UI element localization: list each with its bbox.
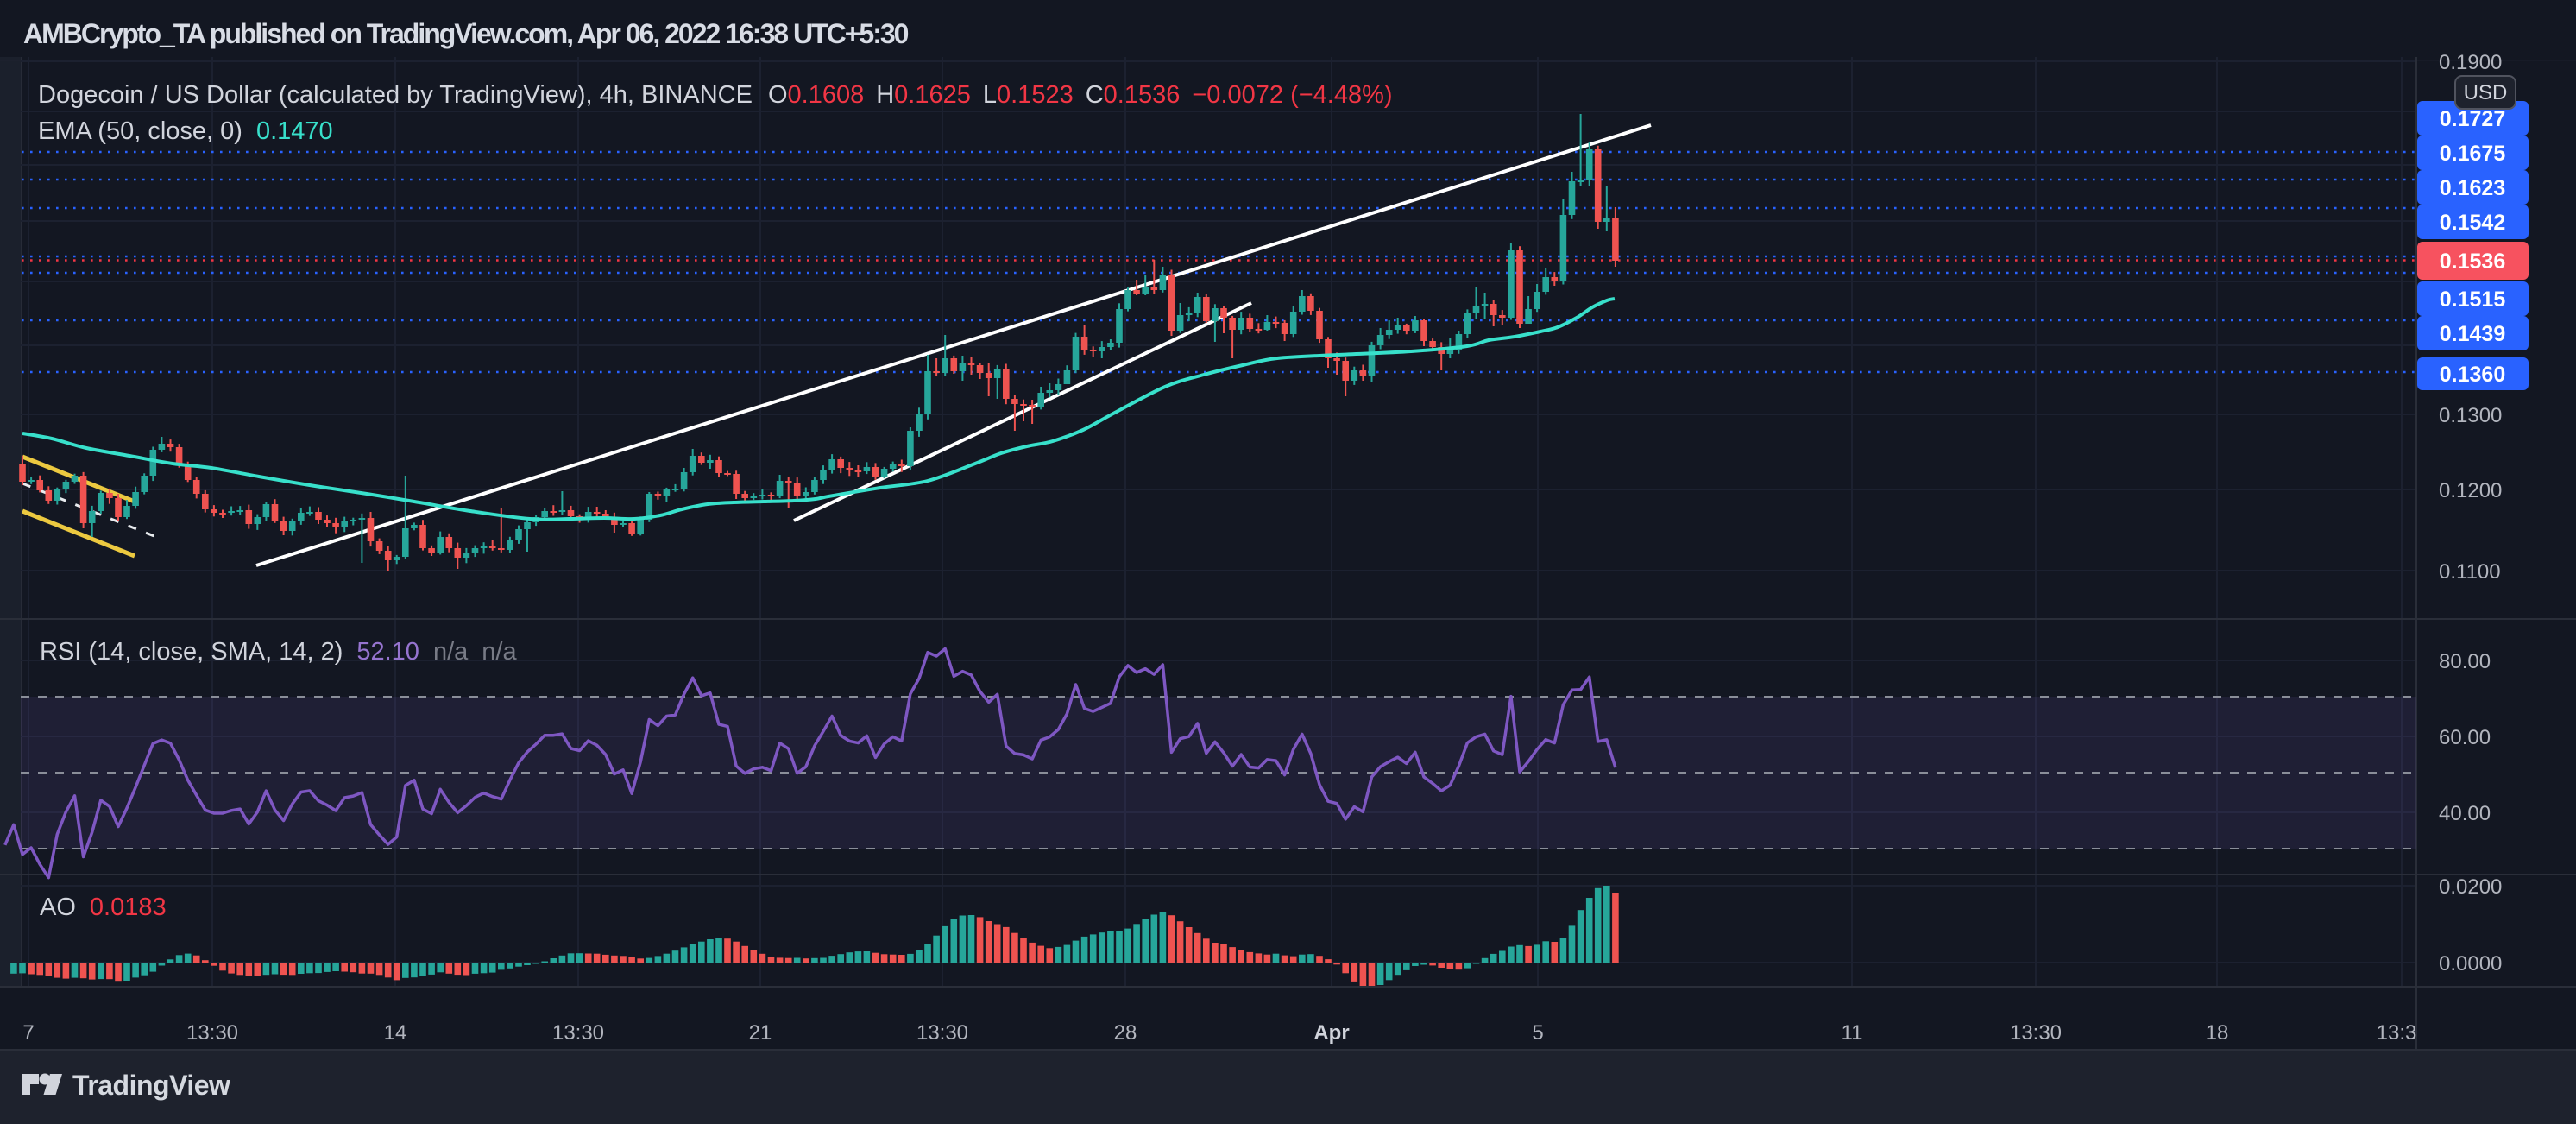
svg-text:Apr: Apr [1313, 1021, 1349, 1045]
svg-text:0.1439: 0.1439 [2440, 322, 2505, 346]
svg-text:60.00: 60.00 [2439, 726, 2491, 749]
svg-text:0.0200: 0.0200 [2439, 875, 2502, 899]
svg-text:RSI (14, close, SMA, 14, 2)52.: RSI (14, close, SMA, 14, 2) 52.10 n/a n/a [40, 638, 517, 666]
svg-text:AMBCrypto_TA published on Trad: AMBCrypto_TA published on TradingView.co… [23, 18, 909, 49]
svg-text:EMA (50, close, 0)0.1470: EMA (50, close, 0) 0.1470 [38, 117, 333, 145]
svg-text:0.1360: 0.1360 [2440, 363, 2505, 387]
svg-text:80.00: 80.00 [2439, 650, 2491, 673]
svg-text:0.1675: 0.1675 [2440, 142, 2506, 166]
svg-text:13:30: 13:30 [186, 1021, 238, 1045]
svg-text:TradingView: TradingView [72, 1070, 230, 1101]
svg-text:13:30: 13:30 [2010, 1021, 2062, 1045]
svg-text:USD: USD [2464, 81, 2508, 104]
svg-text:0.1100: 0.1100 [2439, 560, 2501, 584]
svg-text:21: 21 [749, 1021, 772, 1045]
svg-text:13:3: 13:3 [2377, 1021, 2417, 1045]
svg-text:0.1515: 0.1515 [2440, 287, 2506, 312]
svg-text:5: 5 [1532, 1021, 1543, 1045]
svg-text:0.1542: 0.1542 [2440, 211, 2505, 235]
svg-text:14: 14 [384, 1021, 407, 1045]
svg-text:0.1536: 0.1536 [2440, 249, 2505, 274]
svg-text:18: 18 [2206, 1021, 2229, 1045]
svg-text:0.1623: 0.1623 [2440, 176, 2505, 200]
svg-text:11: 11 [1842, 1021, 1863, 1045]
svg-text:Dogecoin / US Dollar (calculat: Dogecoin / US Dollar (calculated by Trad… [38, 81, 1393, 109]
svg-text:7: 7 [22, 1021, 34, 1045]
svg-text:0.1200: 0.1200 [2439, 479, 2502, 502]
svg-text:0.1727: 0.1727 [2440, 107, 2505, 131]
svg-text:0.1900: 0.1900 [2439, 51, 2502, 74]
svg-text:13:30: 13:30 [916, 1021, 968, 1045]
svg-text:AO0.0183: AO 0.0183 [40, 894, 167, 921]
svg-text:28: 28 [1114, 1021, 1137, 1045]
svg-text:0.0000: 0.0000 [2439, 952, 2502, 976]
svg-text:40.00: 40.00 [2439, 802, 2491, 825]
svg-text:13:30: 13:30 [552, 1021, 604, 1045]
svg-text:0.1300: 0.1300 [2439, 404, 2502, 427]
